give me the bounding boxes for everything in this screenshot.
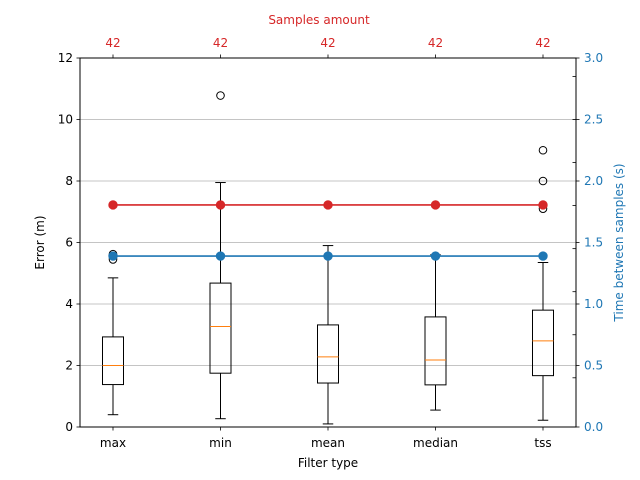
- x-tick-label: median: [413, 436, 458, 450]
- secondary-y-tick-label: 3.0: [584, 51, 603, 65]
- box-min: [209, 91, 232, 420]
- box-iqr: [317, 324, 339, 384]
- secondary-y-tick-label: 1.5: [584, 236, 603, 250]
- gridlines: [80, 119, 576, 366]
- top-tick-label: 42: [213, 36, 228, 50]
- outlier-point: [538, 145, 548, 155]
- secondary-y-axis-label: Time between samples (s): [612, 163, 626, 322]
- series-point-red: [215, 200, 226, 210]
- boxes: [102, 91, 554, 425]
- box-iqr: [209, 282, 232, 374]
- series-point-red: [538, 200, 548, 210]
- secondary-y-tick-label: 2.0: [584, 174, 603, 188]
- series-point-blue: [430, 251, 441, 261]
- y-tick-label: 4: [65, 297, 73, 311]
- top-axis-label: Samples amount: [268, 13, 370, 27]
- y-tick-label: 8: [65, 174, 73, 188]
- box-tss: [532, 145, 554, 421]
- top-tick-label: 42: [105, 36, 120, 50]
- series-point-blue: [108, 251, 118, 261]
- y-tick-label: 6: [65, 236, 73, 250]
- y-tick-label: 2: [65, 359, 73, 373]
- left-y-axis: 0 2 4 6 8 10 12: [58, 51, 80, 434]
- box-median: [424, 254, 447, 411]
- top-x-axis: 42 42 42 42 42: [105, 36, 551, 58]
- box-iqr: [532, 309, 554, 377]
- box-iqr: [424, 316, 447, 386]
- series-point-red: [430, 200, 441, 210]
- x-tick-label: mean: [311, 436, 345, 450]
- y-tick-label: 12: [58, 51, 73, 65]
- x-tick-label: tss: [534, 436, 551, 450]
- box-max: [102, 249, 124, 416]
- y-tick-label: 10: [58, 113, 73, 127]
- line-series: [108, 200, 548, 261]
- secondary-y-tick-label: 1.0: [584, 297, 603, 311]
- secondary-y-tick-label: 0.0: [584, 420, 603, 434]
- x-tick-label: min: [209, 436, 232, 450]
- top-tick-label: 42: [535, 36, 550, 50]
- series-point-blue: [323, 251, 333, 261]
- box-mean: [317, 245, 339, 425]
- series-point-blue: [538, 251, 548, 261]
- series-point-red: [323, 200, 333, 210]
- y-axis-label: Error (m): [33, 215, 47, 269]
- x-axis-label: Filter type: [298, 456, 358, 470]
- x-axis: max min mean median tss: [100, 427, 552, 450]
- top-tick-label: 42: [428, 36, 443, 50]
- secondary-y-tick-label: 2.5: [584, 113, 603, 127]
- top-tick-label: 42: [320, 36, 335, 50]
- series-point-blue: [215, 251, 226, 261]
- box-iqr: [102, 336, 124, 386]
- series-point-red: [108, 200, 118, 210]
- outlier-point: [538, 176, 548, 186]
- outlier-point: [216, 91, 225, 100]
- right-y-axis: 0.0 0.5 1.0 1.5 2.0 2.5 3.0: [572, 51, 603, 434]
- y-tick-label: 0: [65, 420, 73, 434]
- secondary-y-tick-label: 0.5: [584, 359, 603, 373]
- x-tick-label: max: [100, 436, 126, 450]
